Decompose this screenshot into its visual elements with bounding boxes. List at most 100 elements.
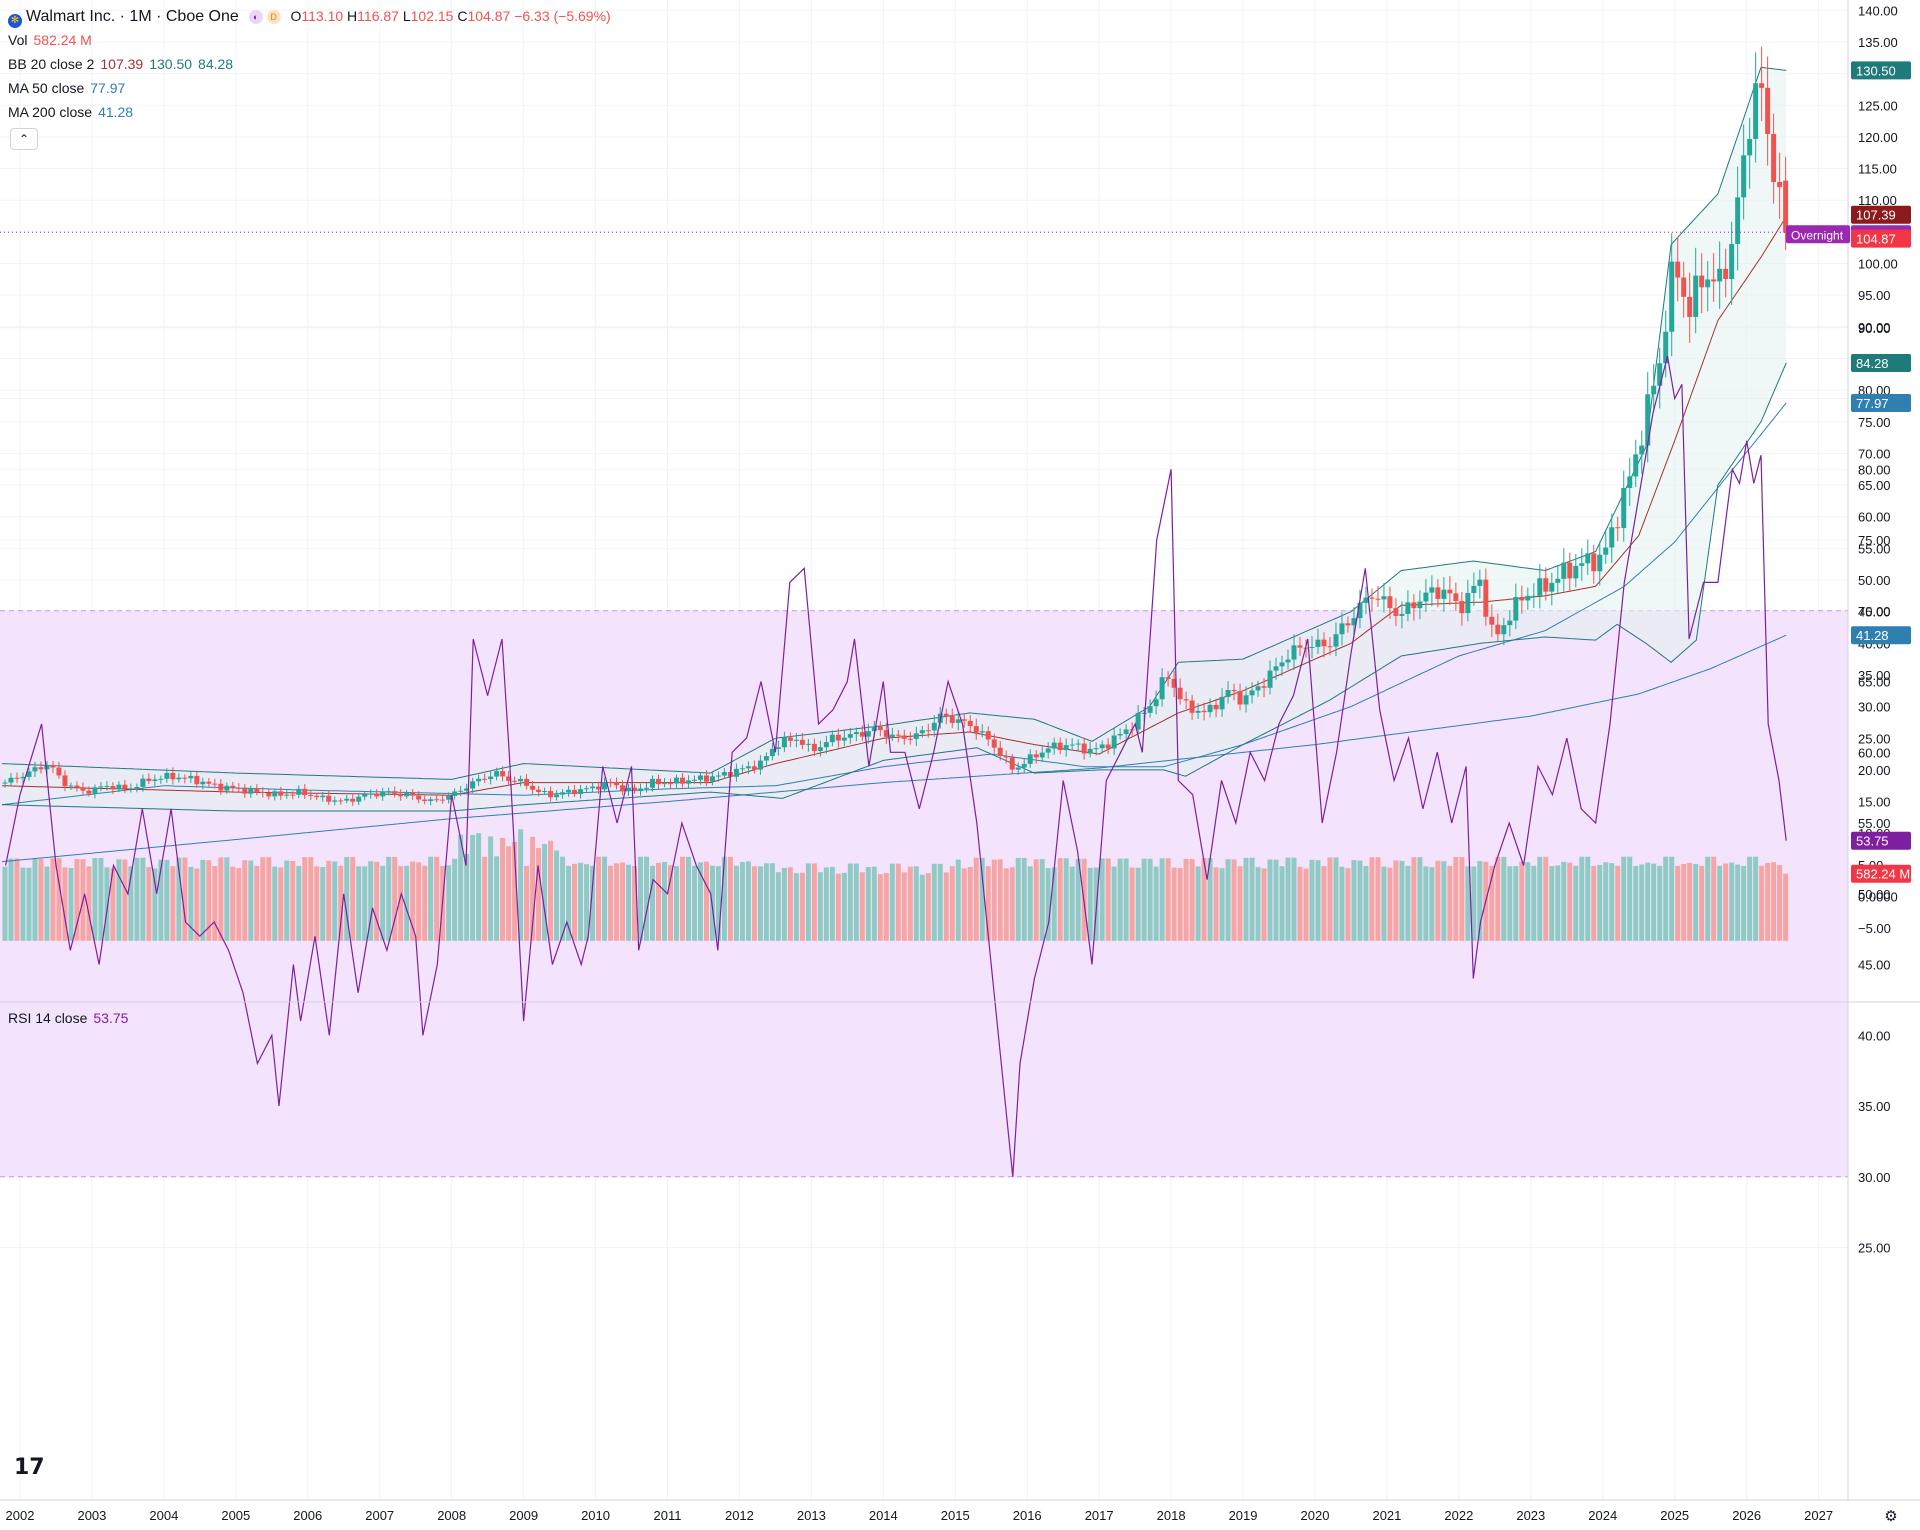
candle-body[interactable] bbox=[476, 778, 482, 782]
candle-body[interactable] bbox=[1039, 752, 1045, 758]
candle-body[interactable] bbox=[164, 772, 170, 779]
candle-body[interactable] bbox=[1009, 757, 1015, 770]
candle-body[interactable] bbox=[1549, 582, 1555, 592]
candle-body[interactable] bbox=[697, 775, 703, 780]
candle-body[interactable] bbox=[1069, 744, 1075, 746]
candle-body[interactable] bbox=[739, 768, 745, 770]
candle-body[interactable] bbox=[1177, 687, 1183, 700]
candle-body[interactable] bbox=[1159, 677, 1165, 700]
candle-body[interactable] bbox=[218, 783, 224, 791]
candle-body[interactable] bbox=[122, 784, 128, 789]
candle-body[interactable] bbox=[416, 795, 422, 800]
candle-body[interactable] bbox=[158, 778, 164, 780]
candle-body[interactable] bbox=[590, 786, 596, 789]
gear-icon[interactable]: ⚙ bbox=[1884, 1508, 1898, 1525]
candle-body[interactable] bbox=[691, 779, 697, 781]
candle-body[interactable] bbox=[1597, 554, 1603, 572]
bb-legend[interactable]: BB 20 close 2 107.39 130.50 84.28 bbox=[8, 56, 233, 72]
candle-body[interactable] bbox=[608, 781, 614, 783]
candle-body[interactable] bbox=[943, 713, 949, 717]
candle-body[interactable] bbox=[667, 783, 673, 785]
candle-body[interactable] bbox=[1015, 767, 1021, 770]
candle-body[interactable] bbox=[632, 787, 638, 792]
candle-body[interactable] bbox=[961, 719, 967, 721]
candle-body[interactable] bbox=[751, 766, 757, 770]
candle-body[interactable] bbox=[26, 771, 32, 777]
candle-body[interactable] bbox=[1375, 598, 1381, 600]
candle-body[interactable] bbox=[494, 771, 500, 777]
candle-body[interactable] bbox=[1225, 690, 1231, 697]
candle-body[interactable] bbox=[1621, 487, 1627, 528]
candle-body[interactable] bbox=[188, 775, 194, 779]
candle-body[interactable] bbox=[206, 781, 212, 784]
candle-body[interactable] bbox=[1051, 742, 1057, 749]
candle-body[interactable] bbox=[1045, 748, 1051, 753]
candle-body[interactable] bbox=[1495, 624, 1501, 635]
volume-legend[interactable]: Vol 582.24 M bbox=[8, 32, 92, 48]
candle-body[interactable] bbox=[296, 788, 302, 795]
candle-body[interactable] bbox=[1411, 602, 1417, 609]
candle-body[interactable] bbox=[332, 800, 338, 802]
candle-body[interactable] bbox=[1639, 445, 1645, 455]
candle-body[interactable] bbox=[1417, 601, 1423, 609]
candle-body[interactable] bbox=[1105, 744, 1111, 749]
candle-body[interactable] bbox=[404, 792, 410, 797]
candle-body[interactable] bbox=[997, 747, 1003, 757]
candle-body[interactable] bbox=[536, 789, 542, 793]
candle-body[interactable] bbox=[182, 777, 188, 779]
ma50-legend[interactable]: MA 50 close 77.97 bbox=[8, 80, 125, 96]
candle-body[interactable] bbox=[74, 785, 80, 788]
candle-body[interactable] bbox=[901, 735, 907, 739]
candle-body[interactable] bbox=[518, 778, 524, 782]
candle-body[interactable] bbox=[1489, 616, 1495, 625]
candle-body[interactable] bbox=[200, 781, 206, 785]
candle-body[interactable] bbox=[1399, 613, 1405, 616]
candle-body[interactable] bbox=[620, 785, 626, 792]
candle-body[interactable] bbox=[140, 778, 146, 787]
candle-body[interactable] bbox=[1591, 553, 1597, 572]
candle-body[interactable] bbox=[925, 730, 931, 732]
candle-body[interactable] bbox=[1657, 363, 1663, 386]
delay-badge[interactable]: D bbox=[266, 10, 281, 24]
candle-body[interactable] bbox=[584, 788, 590, 790]
candle-body[interactable] bbox=[733, 768, 739, 777]
candle-body[interactable] bbox=[913, 733, 919, 739]
candle-body[interactable] bbox=[979, 731, 985, 733]
candle-body[interactable] bbox=[170, 772, 176, 780]
candle-body[interactable] bbox=[1315, 639, 1321, 648]
candle-body[interactable] bbox=[1777, 181, 1783, 188]
candle-body[interactable] bbox=[542, 790, 548, 793]
candle-body[interactable] bbox=[44, 765, 50, 770]
candle-body[interactable] bbox=[1063, 745, 1069, 751]
candle-body[interactable] bbox=[1099, 744, 1105, 749]
candle-body[interactable] bbox=[1027, 754, 1033, 764]
candle-body[interactable] bbox=[1759, 83, 1765, 88]
candle-body[interactable] bbox=[236, 787, 242, 789]
candle-body[interactable] bbox=[602, 781, 608, 790]
candle-body[interactable] bbox=[512, 780, 518, 782]
candle-body[interactable] bbox=[1087, 748, 1093, 754]
candle-body[interactable] bbox=[434, 799, 440, 801]
candle-body[interactable] bbox=[50, 765, 56, 768]
candle-body[interactable] bbox=[1501, 625, 1507, 635]
candle-body[interactable] bbox=[1381, 596, 1387, 600]
candle-body[interactable] bbox=[1165, 677, 1171, 679]
tradingview-logo[interactable]: 17 bbox=[14, 1455, 45, 1480]
candle-body[interactable] bbox=[1513, 597, 1519, 621]
candle-body[interactable] bbox=[793, 739, 799, 741]
candle-body[interactable] bbox=[1189, 700, 1195, 713]
candle-body[interactable] bbox=[464, 788, 470, 791]
ma200-legend[interactable]: MA 200 close 41.28 bbox=[8, 104, 133, 120]
candle-body[interactable] bbox=[116, 784, 122, 790]
candle-body[interactable] bbox=[1471, 585, 1477, 593]
candle-body[interactable] bbox=[554, 794, 560, 798]
candle-body[interactable] bbox=[260, 791, 266, 793]
candle-body[interactable] bbox=[578, 789, 584, 795]
candle-body[interactable] bbox=[1729, 244, 1735, 280]
candle-body[interactable] bbox=[1441, 589, 1447, 599]
candle-body[interactable] bbox=[1573, 565, 1579, 579]
candle-body[interactable] bbox=[1405, 602, 1411, 614]
candle-body[interactable] bbox=[1333, 634, 1339, 647]
candle-body[interactable] bbox=[1147, 706, 1153, 713]
